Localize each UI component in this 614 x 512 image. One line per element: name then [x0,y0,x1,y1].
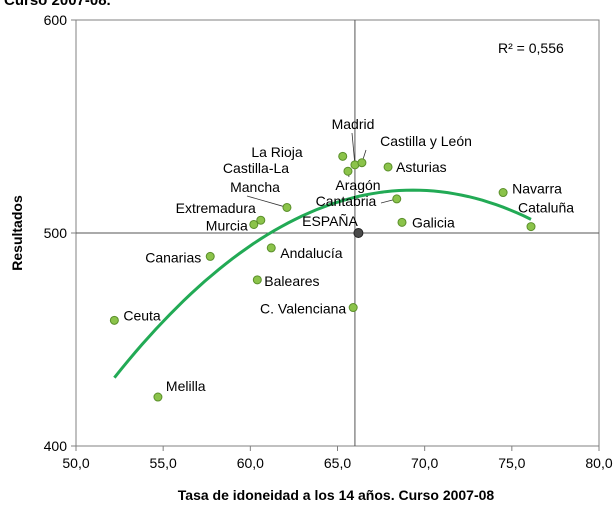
data-point-asturias [383,162,393,172]
data-point-baleares [252,275,262,285]
point-label-ceuta: Ceuta [123,307,161,323]
point-label-canarias: Canarias [145,249,201,265]
data-point-canarias [205,251,215,261]
point-label-baleares: Baleares [264,273,319,289]
y-axis-title: Resultados [9,195,25,271]
point-label-madrid: Madrid [332,116,375,132]
y-tick-label: 400 [44,438,68,454]
point-label-extremadura: Extremadura [176,200,256,216]
data-point-murcia [249,219,259,229]
point-label-murcia: Murcia [206,217,248,233]
data-point-cantabria [392,194,402,204]
point-label-asturias: Asturias [396,159,447,175]
point-label-andalucia: Andalucía [280,245,342,261]
data-point-extremadura [256,215,266,225]
x-tick-label: 55,0 [150,455,177,471]
x-tick-label: 70,0 [411,455,438,471]
point-label-navarra: Navarra [512,181,562,197]
point-label-galicia: Galicia [412,214,455,230]
data-point-galicia [397,217,407,227]
point-label-c-valenciana: C. Valenciana [260,301,346,317]
r-squared-label: R² = 0,556 [498,40,564,56]
data-point-c-valenciana [348,303,358,313]
data-point-navarra [498,188,508,198]
leader-line [351,132,356,165]
x-axis-title: Tasa de idoneidad a los 14 años. Curso 2… [178,487,495,503]
x-tick-label: 75,0 [498,455,525,471]
point-label-castilla-y-leon: Castilla y León [380,133,472,149]
data-point-melilla [153,392,163,402]
point-label-cantabria: Cantabria [316,193,377,209]
point-label-melilla: Melilla [166,378,206,394]
x-tick-label: 50,0 [62,455,89,471]
point-label-cataluna: Cataluña [518,200,574,216]
point-label-castilla-la-mancha: Castilla-La Mancha [223,160,289,195]
point-label-espana: ESPAÑA [302,213,358,229]
data-point-la-rioja [338,151,348,161]
trendline [113,188,532,379]
data-point-castilla-la-mancha [282,202,292,212]
data-point-castilla-y-leon [357,158,367,168]
data-point-ceuta [109,315,119,325]
point-label-aragon: Aragón [335,177,380,193]
point-label-la-rioja: La Rioja [251,144,303,160]
x-tick-label: 80,0 [585,455,612,471]
leader-line [246,195,288,208]
data-point-aragon [343,166,353,176]
y-tick-label: 600 [44,12,68,28]
chart-title: Curso 2007-08. [4,0,111,9]
x-tick-label: 65,0 [324,455,351,471]
data-point-andalucia [266,243,276,253]
x-tick-label: 60,0 [237,455,264,471]
data-point-espana [353,228,364,238]
y-tick-label: 500 [44,225,68,241]
data-point-cataluna [526,222,536,232]
